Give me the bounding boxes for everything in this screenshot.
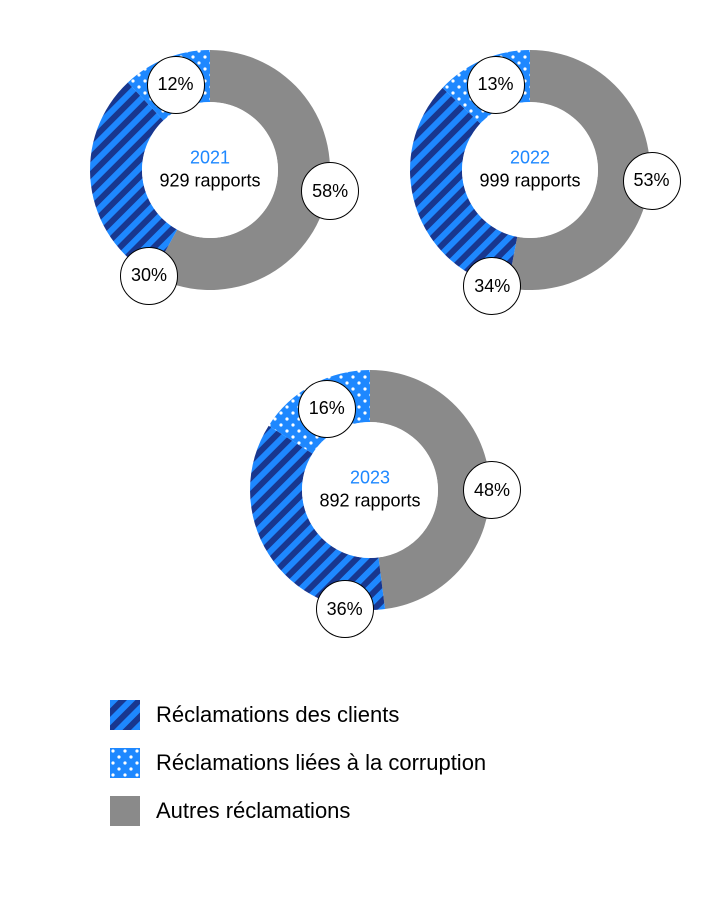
legend-label: Autres réclamations: [156, 798, 350, 824]
donut-center-label: 2021 929 rapports: [159, 147, 260, 194]
donut-year: 2022: [479, 147, 580, 170]
legend-item-clients: Réclamations des clients: [110, 700, 486, 730]
pct-badge-clients: 34%: [463, 257, 521, 315]
donut-chart-2023: 2023 892 rapports 16%36%48%: [230, 350, 510, 630]
donut-count: 892 rapports: [319, 490, 420, 513]
pct-badge-other: 58%: [301, 162, 359, 220]
donut-count: 999 rapports: [479, 170, 580, 193]
legend-item-other: Autres réclamations: [110, 796, 486, 826]
legend-swatch-other: [110, 796, 140, 826]
pct-badge-corruption: 16%: [298, 380, 356, 438]
legend-label: Réclamations liées à la corruption: [156, 750, 486, 776]
legend-label: Réclamations des clients: [156, 702, 399, 728]
legend-swatch-clients: [110, 700, 140, 730]
donut-chart-2021: 2021 929 rapports 12%30%58%: [70, 30, 350, 310]
donut-year: 2023: [319, 467, 420, 490]
donut-count: 929 rapports: [159, 170, 260, 193]
donut-chart-2022: 2022 999 rapports 13%34%53%: [390, 30, 670, 310]
legend: Réclamations des clients Réclamations li…: [110, 700, 486, 844]
pct-badge-other: 53%: [623, 152, 681, 210]
pct-badge-corruption: 13%: [467, 56, 525, 114]
legend-swatch-corruption: [110, 748, 140, 778]
legend-item-corruption: Réclamations liées à la corruption: [110, 748, 486, 778]
pct-badge-other: 48%: [463, 461, 521, 519]
pct-badge-corruption: 12%: [147, 56, 205, 114]
pct-badge-clients: 36%: [316, 580, 374, 638]
donut-center-label: 2022 999 rapports: [479, 147, 580, 194]
donut-year: 2021: [159, 147, 260, 170]
pct-badge-clients: 30%: [120, 247, 178, 305]
donut-center-label: 2023 892 rapports: [319, 467, 420, 514]
